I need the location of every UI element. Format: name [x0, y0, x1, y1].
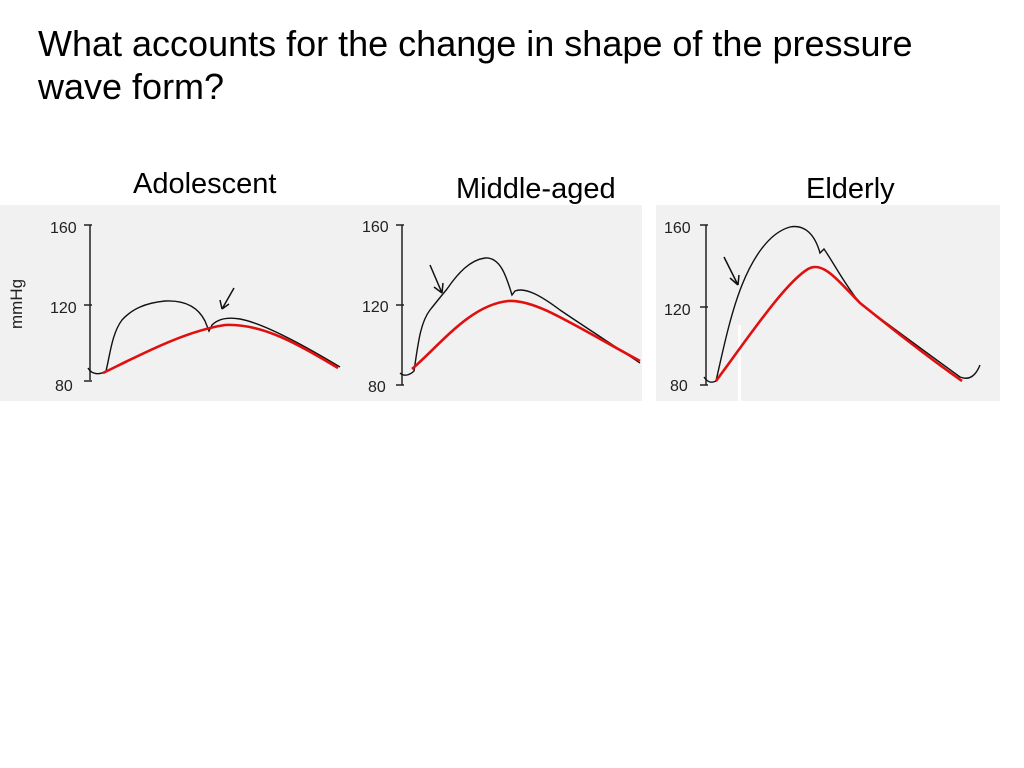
arrow-adolescent: [219, 287, 235, 310]
tick-label-120: 120: [50, 300, 77, 317]
tick-label-160: 160: [362, 219, 389, 236]
tick-label-160: 160: [664, 220, 691, 237]
tick-label-120: 120: [362, 299, 389, 316]
tick-label-120: 120: [664, 302, 691, 319]
fitted-curve-adolescent: [102, 323, 339, 375]
tick-label-80: 80: [55, 378, 73, 395]
tick-label-160: 160: [50, 220, 77, 237]
panel-elderly: 160 120 80: [664, 220, 981, 395]
waveform-figure: mmHg 160 120 80 160 120 80: [0, 205, 1000, 401]
pressure-trace-elderly: [703, 225, 981, 383]
tick-label-80: 80: [368, 379, 386, 396]
fitted-curve-elderly: [714, 265, 963, 383]
panel-separator-notch: [738, 325, 741, 401]
arrow-middle-aged: [429, 264, 444, 294]
panel-label-adolescent: Adolescent: [133, 168, 277, 200]
panel-separator: [642, 205, 656, 401]
y-axis-unit-label: mmHg: [7, 279, 26, 329]
panel-middle-aged: 160 120 80: [362, 219, 641, 396]
fitted-curve-middle-aged: [411, 299, 641, 370]
waveform-svg: mmHg 160 120 80 160 120 80: [7, 205, 981, 401]
pressure-trace-middle-aged: [399, 257, 641, 376]
tick-label-80: 80: [670, 378, 688, 395]
panel-adolescent: 160 120 80: [50, 220, 341, 395]
slide-title: What accounts for the change in shape of…: [38, 23, 913, 107]
arrow-elderly: [723, 256, 740, 286]
panel-label-middle-aged: Middle-aged: [456, 173, 616, 205]
panel-label-elderly: Elderly: [806, 173, 895, 205]
